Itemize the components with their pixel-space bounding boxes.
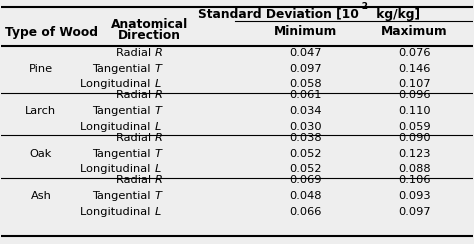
Text: Tangential: Tangential — [92, 149, 155, 159]
Text: Pine: Pine — [29, 64, 53, 74]
Text: Tangential: Tangential — [92, 191, 155, 201]
Text: R: R — [155, 48, 162, 58]
Text: Longitudinal: Longitudinal — [80, 122, 155, 132]
Text: R: R — [155, 133, 162, 143]
Text: Longitudinal: Longitudinal — [80, 207, 155, 217]
Text: T: T — [155, 191, 161, 201]
Text: 0.097: 0.097 — [398, 207, 430, 217]
Text: Tangential: Tangential — [92, 64, 155, 74]
Text: 0.093: 0.093 — [398, 191, 430, 201]
Text: 0.061: 0.061 — [289, 90, 322, 100]
Text: Direction: Direction — [118, 29, 181, 42]
Text: 0.048: 0.048 — [289, 191, 322, 201]
Text: 0.146: 0.146 — [398, 64, 430, 74]
Text: Standard Deviation [10: Standard Deviation [10 — [198, 8, 359, 20]
Text: 0.069: 0.069 — [289, 175, 322, 185]
Text: Radial: Radial — [116, 90, 155, 100]
Text: R: R — [155, 90, 162, 100]
Text: Maximum: Maximum — [381, 24, 447, 38]
Text: 0.047: 0.047 — [289, 48, 322, 58]
Text: L: L — [155, 79, 161, 89]
Text: 0.030: 0.030 — [289, 122, 322, 132]
Text: Longitudinal: Longitudinal — [80, 79, 155, 89]
Text: 0.038: 0.038 — [289, 133, 322, 143]
Text: 0.123: 0.123 — [398, 149, 430, 159]
Text: Tangential: Tangential — [92, 106, 155, 116]
Text: -2: -2 — [359, 2, 369, 11]
Text: Anatomical: Anatomical — [111, 19, 188, 31]
Text: Radial: Radial — [116, 48, 155, 58]
Text: 0.076: 0.076 — [398, 48, 430, 58]
Text: L: L — [155, 164, 161, 174]
Text: T: T — [155, 64, 161, 74]
Text: 0.058: 0.058 — [289, 79, 322, 89]
Text: 0.052: 0.052 — [289, 149, 322, 159]
Text: Radial: Radial — [116, 133, 155, 143]
Text: 0.090: 0.090 — [398, 133, 430, 143]
Text: Larch: Larch — [25, 106, 56, 116]
Text: L: L — [155, 122, 161, 132]
Text: T: T — [155, 106, 161, 116]
Text: 0.066: 0.066 — [289, 207, 322, 217]
Text: 0.059: 0.059 — [398, 122, 430, 132]
Text: R: R — [155, 175, 162, 185]
Text: L: L — [155, 207, 161, 217]
Text: T: T — [155, 149, 161, 159]
Text: 0.052: 0.052 — [289, 164, 322, 174]
Text: Ash: Ash — [30, 191, 51, 201]
Text: Longitudinal: Longitudinal — [80, 164, 155, 174]
Text: Oak: Oak — [30, 149, 52, 159]
Text: 0.107: 0.107 — [398, 79, 430, 89]
Text: kg/kg]: kg/kg] — [372, 8, 419, 20]
Text: 0.096: 0.096 — [398, 90, 430, 100]
Text: 0.034: 0.034 — [289, 106, 322, 116]
Text: Radial: Radial — [116, 175, 155, 185]
Text: 0.088: 0.088 — [398, 164, 430, 174]
Text: Minimum: Minimum — [274, 24, 337, 38]
Text: 0.106: 0.106 — [398, 175, 430, 185]
Text: 0.097: 0.097 — [289, 64, 322, 74]
Text: 0.110: 0.110 — [398, 106, 430, 116]
Text: Type of Wood: Type of Wood — [5, 26, 99, 39]
